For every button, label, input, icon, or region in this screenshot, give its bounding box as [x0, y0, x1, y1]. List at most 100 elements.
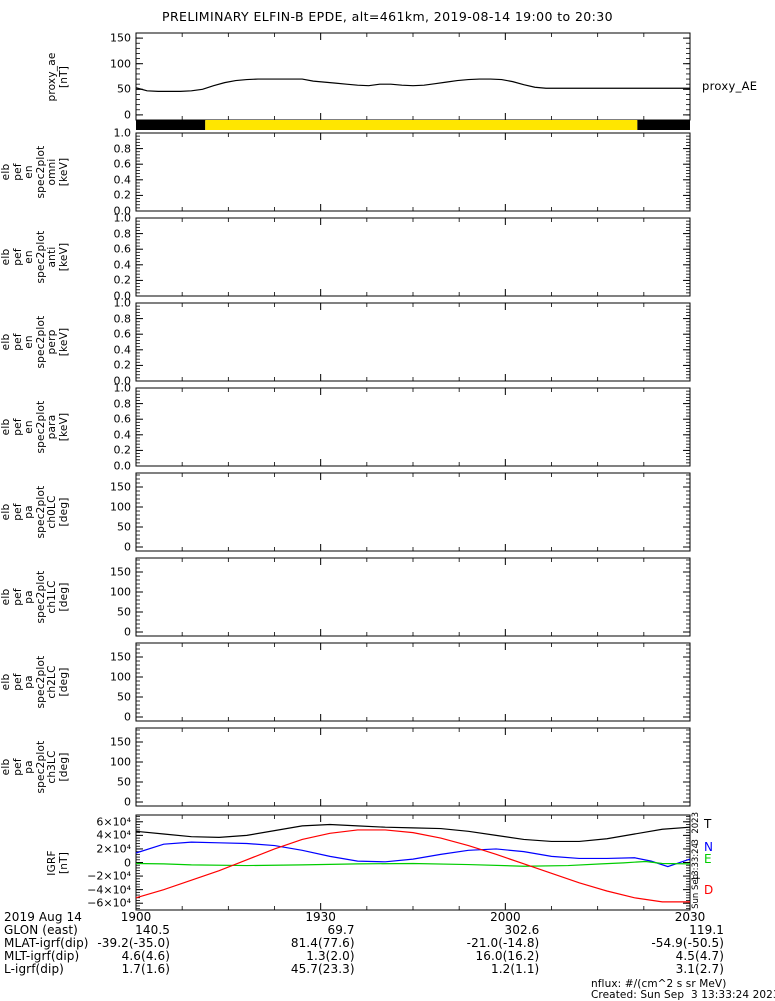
- ytick-label-elb_pef_en_spec2plot_perp-3: 0.6: [113, 327, 132, 341]
- annotation-cell-r0-c2: 302.6: [504, 923, 540, 937]
- series-IGRF-T: [135, 823, 691, 843]
- annotation-cell-r2-c3: 4.5(4.7): [675, 949, 724, 963]
- annotation-cell-r3-c3: 3.1(2.7): [675, 962, 724, 976]
- ylabel-elb_pef_pa_spec2plot_ch0LC-line0: elb: [0, 503, 12, 521]
- ytick-label-proxy_ae-0: 0: [124, 108, 131, 122]
- ytick-label-elb_pef_en_spec2plot_omni-0: 0.0: [113, 204, 132, 218]
- annotation-cell-r1-c3: -54.9(-50.5): [651, 936, 724, 950]
- legend-item-N: N: [704, 840, 713, 854]
- ylabel-IGRF-line1: [nT]: [57, 851, 70, 874]
- panel-proxy_ae: [135, 32, 691, 121]
- ytick-label-IGRF-0: −6×10⁴: [87, 896, 131, 910]
- ytick-label-elb_pef_pa_spec2plot_ch3LC-1: 50: [117, 775, 131, 789]
- ytick-label-elb_pef_en_spec2plot_omni-5: 1.0: [113, 126, 132, 140]
- ylabel-elb_pef_en_spec2plot_perp-line3: spec2plot: [34, 315, 47, 369]
- xtick-label-1930: 1930: [305, 910, 336, 924]
- annotation-cell-r2-c1: 1.3(2.0): [306, 949, 355, 963]
- ytick-label-elb_pef_en_spec2plot_anti-4: 0.8: [113, 227, 132, 241]
- ytick-label-elb_pef_pa_spec2plot_ch1LC-0: 0: [124, 625, 131, 639]
- ylabel-elb_pef_en_spec2plot_perp-line2: en: [23, 335, 35, 349]
- series-proxy_ae-proxy_AE: [135, 78, 690, 92]
- ylabel-elb_pef_pa_spec2plot_ch2LC-line4: ch2LC: [46, 665, 58, 699]
- ytick-label-elb_pef_pa_spec2plot_ch0LC-0: 0: [124, 540, 131, 554]
- ylabel-elb_pef_en_spec2plot_omni-line1: pef: [11, 163, 24, 181]
- ytick-label-elb_pef_pa_spec2plot_ch0LC-1: 50: [117, 520, 131, 534]
- series-IGRF-N: [135, 841, 691, 868]
- ylabel-elb_pef_pa_spec2plot_ch0LC-line3: spec2plot: [34, 485, 47, 539]
- footer-units: nflux: #/(cm^2 s sr MeV): [591, 978, 727, 990]
- annotation-cell-r0-c0: 140.5: [135, 923, 170, 937]
- xtick-label-2030: 2030: [674, 910, 706, 924]
- ylabel-elb_pef_pa_spec2plot_ch1LC-line5: [deg]: [57, 582, 70, 612]
- ytick-label-elb_pef_en_spec2plot_para-2: 0.4: [113, 428, 132, 442]
- annotation-row-label-3: L-igrf(dip): [4, 962, 64, 976]
- annotation-cell-r0-c1: 69.7: [327, 923, 355, 937]
- ytick-label-elb_pef_pa_spec2plot_ch3LC-2: 100: [110, 755, 131, 769]
- ylabel-elb_pef_en_spec2plot_para-line1: pef: [11, 418, 24, 436]
- annotation-cell-r1-c0: -39.2(-35.0): [97, 936, 170, 950]
- ylabel-elb_pef_en_spec2plot_para-line5: [keV]: [57, 412, 70, 442]
- ytick-label-elb_pef_en_spec2plot_omni-1: 0.2: [113, 188, 132, 202]
- xtick-label-2000: 2000: [490, 910, 521, 924]
- ylabel-elb_pef_en_spec2plot_anti-line5: [keV]: [57, 242, 70, 272]
- annotation-date: 2019 Aug 14: [4, 910, 82, 924]
- ytick-label-elb_pef_en_spec2plot_anti-2: 0.4: [113, 258, 132, 272]
- proxy-ae-right-label: proxy_AE: [702, 79, 758, 93]
- ylabel-elb_pef_en_spec2plot_para-line0: elb: [0, 418, 12, 436]
- ylabel-elb_pef_en_spec2plot_omni-line0: elb: [0, 163, 12, 181]
- ytick-label-IGRF-2: −2×10⁴: [87, 869, 131, 883]
- ytick-label-IGRF-3: 0: [124, 856, 131, 869]
- legend-item-E: E: [704, 852, 712, 866]
- ytick-label-IGRF-6: 6×10⁴: [96, 815, 131, 829]
- coverage-segment-0: [136, 120, 206, 130]
- ytick-label-elb_pef_pa_spec2plot_ch3LC-0: 0: [124, 795, 131, 809]
- annotation-cell-r2-c0: 4.6(4.6): [121, 949, 170, 963]
- ylabel-elb_pef_pa_spec2plot_ch3LC-line3: spec2plot: [34, 740, 47, 794]
- ytick-label-elb_pef_pa_spec2plot_ch0LC-2: 100: [110, 500, 131, 514]
- ylabel-elb_pef_pa_spec2plot_ch3LC-line5: [deg]: [57, 752, 70, 782]
- ytick-label-elb_pef_en_spec2plot_para-5: 1.0: [113, 381, 132, 395]
- ytick-label-elb_pef_pa_spec2plot_ch1LC-3: 150: [110, 565, 131, 579]
- ytick-label-elb_pef_pa_spec2plot_ch2LC-0: 0: [124, 710, 131, 724]
- ylabel-elb_pef_en_spec2plot_omni-line5: [keV]: [57, 157, 70, 187]
- panel-elb_pef_pa_spec2plot_ch1LC: [135, 557, 691, 637]
- panel-elb_pef_pa_spec2plot_ch2LC: [135, 642, 691, 722]
- panel-elb_pef_en_spec2plot_omni: [135, 132, 691, 212]
- timestamp-stamp-0: 3 2023: [691, 812, 701, 845]
- ylabel-elb_pef_pa_spec2plot_ch0LC-line4: ch0LC: [46, 495, 58, 529]
- ytick-label-elb_pef_pa_spec2plot_ch1LC-1: 50: [117, 605, 131, 619]
- coverage-segment-2: [637, 120, 690, 130]
- ytick-label-elb_pef_pa_spec2plot_ch2LC-3: 150: [110, 650, 131, 664]
- annotation-cell-r0-c3: 119.1: [689, 923, 724, 937]
- ylabel-IGRF-line0: IGRF: [46, 849, 58, 876]
- annotation-cell-r1-c2: -21.0(-14.8): [466, 936, 540, 950]
- ytick-label-elb_pef_en_spec2plot_perp-5: 1.0: [113, 296, 132, 310]
- data-coverage-bar: [136, 120, 690, 130]
- ylabel-elb_pef_en_spec2plot_perp-line5: [keV]: [57, 327, 70, 357]
- ylabel-proxy_ae-line0: proxy_ae: [46, 51, 58, 102]
- ytick-label-elb_pef_pa_spec2plot_ch0LC-3: 150: [110, 480, 131, 494]
- ytick-label-elb_pef_en_spec2plot_omni-3: 0.6: [113, 157, 132, 171]
- ytick-label-IGRF-5: 4×10⁴: [96, 828, 131, 842]
- ylabel-proxy_ae-line1: [nT]: [57, 65, 70, 88]
- ylabel-elb_pef_en_spec2plot_para-line3: spec2plot: [34, 400, 47, 454]
- timestamp-stamp-2: Sun Sep: [691, 874, 701, 909]
- ytick-label-elb_pef_en_spec2plot_anti-3: 0.6: [113, 242, 132, 256]
- ylabel-elb_pef_pa_spec2plot_ch0LC-line2: pa: [23, 505, 35, 519]
- ylabel-elb_pef_en_spec2plot_perp-line4: perp: [46, 329, 58, 355]
- ytick-label-elb_pef_pa_spec2plot_ch1LC-2: 100: [110, 585, 131, 599]
- annotation-cell-r3-c0: 1.7(1.6): [121, 962, 170, 976]
- ylabel-elb_pef_pa_spec2plot_ch2LC-line3: spec2plot: [34, 655, 47, 709]
- ytick-label-elb_pef_en_spec2plot_perp-0: 0.0: [113, 374, 132, 388]
- ytick-label-elb_pef_en_spec2plot_anti-1: 0.2: [113, 273, 132, 287]
- ylabel-elb_pef_en_spec2plot_anti-line2: en: [23, 250, 35, 264]
- panel-elb_pef_pa_spec2plot_ch0LC: [135, 472, 691, 552]
- ytick-label-IGRF-1: −4×10⁴: [87, 883, 131, 897]
- ylabel-elb_pef_pa_spec2plot_ch2LC-line1: pef: [11, 673, 24, 691]
- series-IGRF-D: [135, 829, 690, 903]
- ytick-label-proxy_ae-2: 100: [110, 57, 131, 71]
- ylabel-elb_pef_en_spec2plot_perp-line1: pef: [11, 333, 24, 351]
- ytick-label-elb_pef_en_spec2plot_perp-4: 0.8: [113, 312, 132, 326]
- ylabel-elb_pef_pa_spec2plot_ch1LC-line0: elb: [0, 588, 12, 606]
- ylabel-elb_pef_en_spec2plot_para-line2: en: [23, 420, 35, 434]
